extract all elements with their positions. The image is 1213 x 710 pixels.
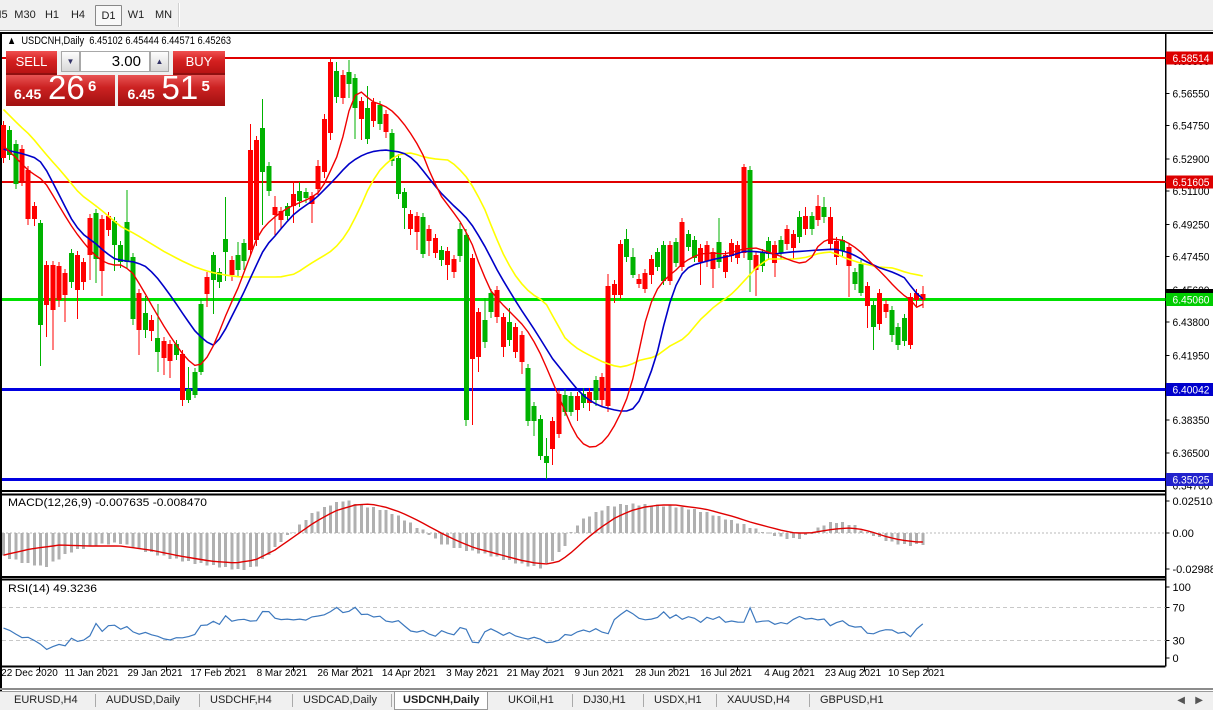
svg-text:-0.029881: -0.029881	[1173, 564, 1213, 576]
svg-text:30: 30	[1173, 636, 1185, 648]
svg-text:14 Apr 2021: 14 Apr 2021	[382, 668, 436, 679]
svg-text:26 Mar 2021: 26 Mar 2021	[317, 668, 374, 679]
svg-text:29 Jan 2021: 29 Jan 2021	[127, 668, 182, 679]
svg-text:6.52900: 6.52900	[1173, 154, 1210, 166]
svg-text:23 Aug 2021: 23 Aug 2021	[825, 668, 882, 679]
svg-text:6.38350: 6.38350	[1173, 415, 1210, 427]
svg-text:70: 70	[1173, 602, 1185, 614]
svg-text:16 Jul 2021: 16 Jul 2021	[700, 668, 752, 679]
svg-text:17 Feb 2021: 17 Feb 2021	[190, 668, 247, 679]
svg-text:100: 100	[1173, 582, 1191, 594]
svg-text:21 May 2021: 21 May 2021	[507, 668, 565, 679]
svg-text:22 Dec 2020: 22 Dec 2020	[1, 668, 58, 679]
svg-text:0.025108: 0.025108	[1173, 496, 1213, 508]
svg-text:6.56550: 6.56550	[1173, 88, 1210, 100]
svg-text:6.45060: 6.45060	[1173, 295, 1210, 307]
svg-text:10 Sep 2021: 10 Sep 2021	[888, 668, 945, 679]
svg-text:8 Mar 2021: 8 Mar 2021	[257, 668, 308, 679]
svg-text:6.51605: 6.51605	[1173, 177, 1210, 189]
svg-text:6.49250: 6.49250	[1173, 219, 1210, 231]
svg-text:6.36500: 6.36500	[1173, 448, 1210, 460]
svg-text:6.35025: 6.35025	[1173, 475, 1210, 487]
svg-text:6.54750: 6.54750	[1173, 121, 1210, 133]
svg-text:6.51100: 6.51100	[1173, 186, 1210, 198]
svg-text:9 Jun 2021: 9 Jun 2021	[574, 668, 624, 679]
svg-text:28 Jun 2021: 28 Jun 2021	[635, 668, 690, 679]
svg-text:6.40042: 6.40042	[1173, 385, 1210, 397]
svg-text:6.47450: 6.47450	[1173, 252, 1210, 264]
svg-text:4 Aug 2021: 4 Aug 2021	[764, 668, 815, 679]
svg-text:11 Jan 2021: 11 Jan 2021	[64, 668, 119, 679]
svg-text:0.00: 0.00	[1173, 528, 1194, 540]
svg-text:6.41950: 6.41950	[1173, 350, 1210, 362]
svg-text:RSI(14) 49.3236: RSI(14) 49.3236	[8, 583, 97, 595]
svg-text:0: 0	[1173, 653, 1179, 665]
svg-text:▲ USDCNH,Daily 6.45102 6.454: ▲ USDCNH,Daily 6.45102 6.45444 6.44571 6…	[7, 35, 231, 47]
svg-text:MACD(12,26,9) -0.007635 -0.008: MACD(12,26,9) -0.007635 -0.008470	[8, 497, 207, 509]
svg-text:6.43800: 6.43800	[1173, 317, 1210, 329]
svg-text:3 May 2021: 3 May 2021	[446, 668, 499, 679]
svg-text:6.58514: 6.58514	[1173, 53, 1210, 65]
